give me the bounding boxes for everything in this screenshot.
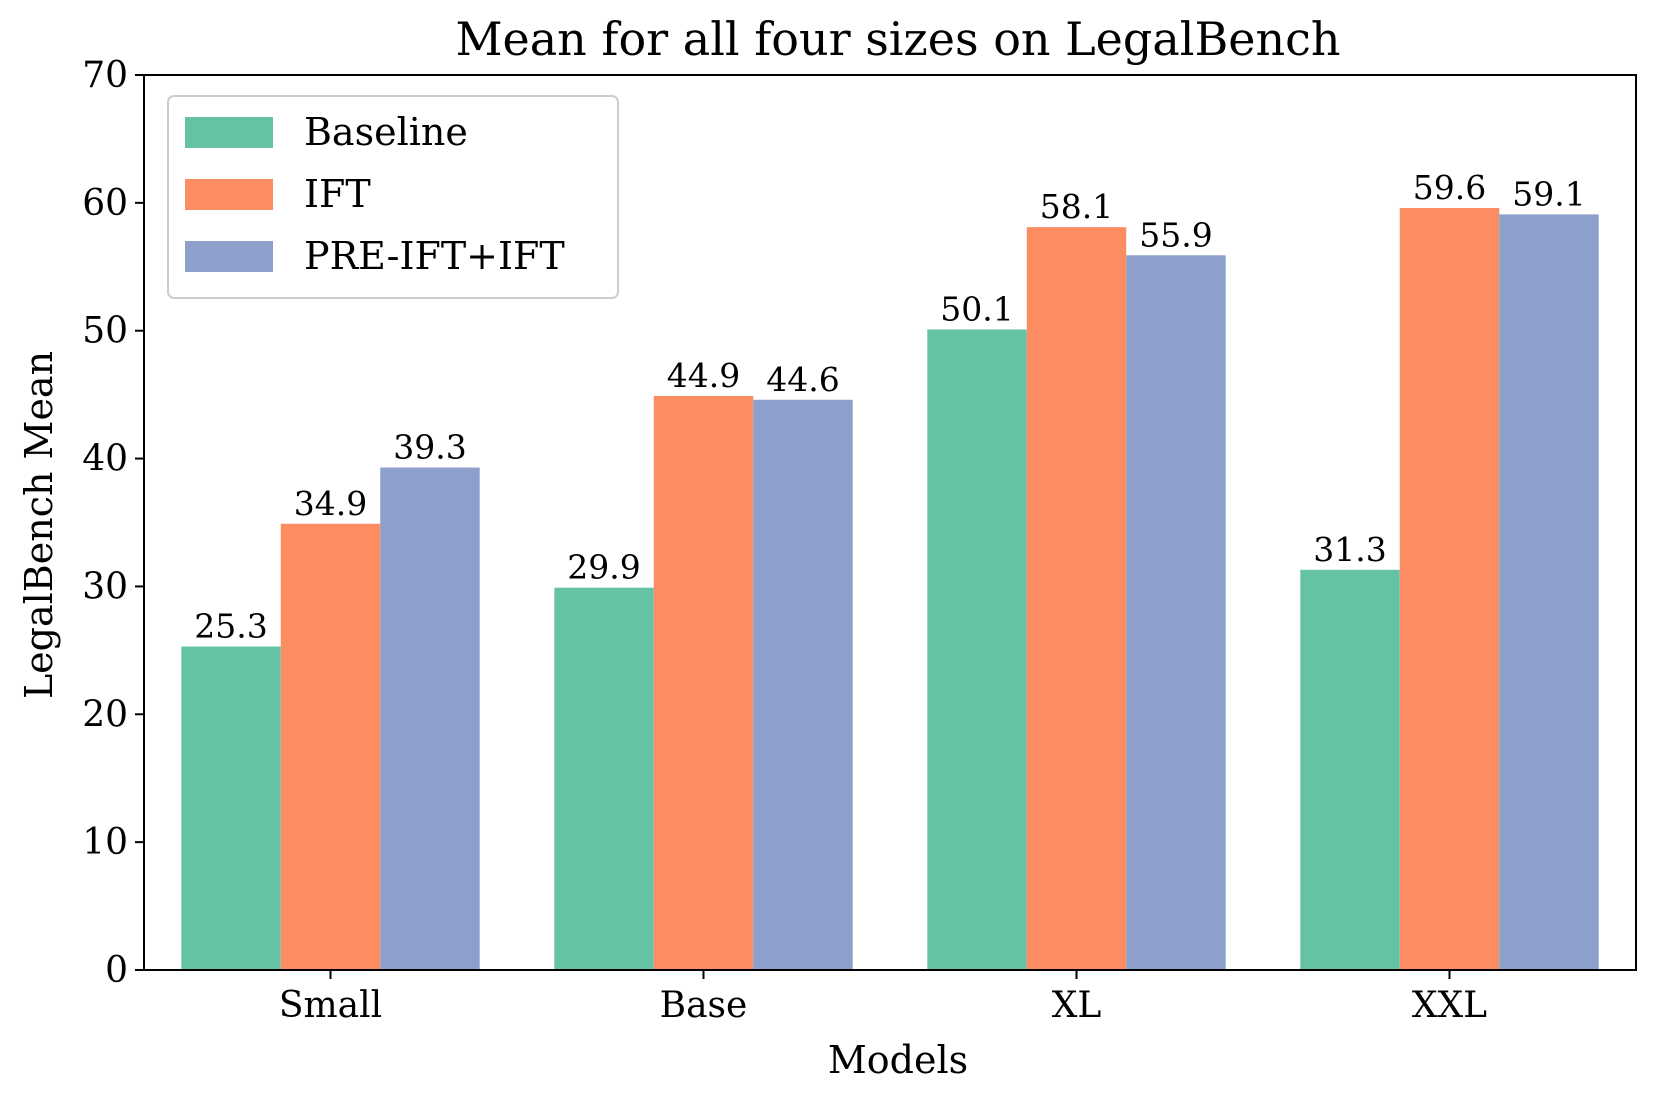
legend: Baseline IFT PRE-IFT+IFT <box>167 95 619 299</box>
data-label: 58.1 <box>1040 187 1113 226</box>
legend-swatch <box>185 241 273 272</box>
plot-area: 25.3 29.9 50.1 31.3 34.9 44.9 58.1 59.6 39.3 44.6… <box>82 55 1637 1026</box>
bar-pre-ift-ift-xl <box>1126 255 1226 970</box>
bar-ift-xl <box>1026 227 1127 970</box>
y-tick-label: 70 <box>82 55 128 96</box>
data-label: 55.9 <box>1139 215 1212 254</box>
y-tick-label: 30 <box>82 566 128 607</box>
data-label: 59.6 <box>1413 168 1486 207</box>
y-tick-label: 60 <box>82 183 128 224</box>
bar-baseline-small <box>181 646 281 970</box>
legend-swatch <box>185 117 273 148</box>
y-tick-label: 0 <box>105 950 128 991</box>
data-label: 44.6 <box>766 360 839 399</box>
x-tick-label: Base <box>660 985 748 1026</box>
data-label: 25.3 <box>194 607 267 646</box>
chart-title: Mean for all four sizes on LegalBench <box>455 12 1340 66</box>
bar-ift-xxl <box>1399 207 1500 970</box>
bar-baseline-xxl <box>1300 569 1400 970</box>
bar-baseline-xl <box>927 329 1027 971</box>
bar-ift-small <box>280 523 381 970</box>
data-label: 44.9 <box>667 356 740 395</box>
y-tick-label: 50 <box>82 311 128 352</box>
data-label: 59.1 <box>1512 174 1585 213</box>
data-label: 29.9 <box>567 548 640 587</box>
y-tick-label: 10 <box>82 822 128 863</box>
legend-label: IFT <box>304 172 371 216</box>
bar-baseline-base <box>554 587 654 970</box>
data-label: 34.9 <box>294 484 367 523</box>
bar-pre-ift-ift-small <box>380 467 480 970</box>
axes-frame <box>143 74 1637 971</box>
bar-pre-ift-ift-base <box>753 399 853 970</box>
data-label: 31.3 <box>1313 530 1386 569</box>
x-tick-label: XXL <box>1412 985 1487 1026</box>
legend-swatch <box>185 179 273 210</box>
legend-label: PRE-IFT+IFT <box>304 234 565 278</box>
bar-pre-ift-ift-xxl <box>1499 214 1599 971</box>
legend-box <box>167 95 619 299</box>
y-axis-label: LegalBench Mean <box>17 351 61 699</box>
data-label: 50.1 <box>940 289 1013 328</box>
y-tick-label: 40 <box>82 439 128 480</box>
bar-ift-base <box>653 395 754 971</box>
x-tick-label: Small <box>279 985 382 1026</box>
x-axis-label: Models <box>828 1038 968 1082</box>
legend-label: Baseline <box>304 110 468 154</box>
y-tick-label: 20 <box>82 694 128 735</box>
x-tick-label: XL <box>1052 985 1102 1026</box>
data-label: 39.3 <box>393 428 466 467</box>
